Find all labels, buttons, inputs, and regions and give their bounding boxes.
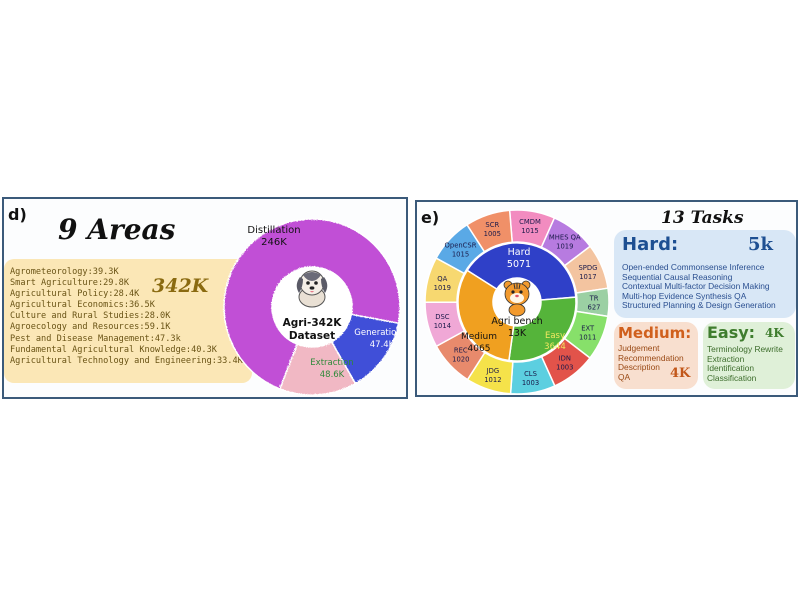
medium-count: 4K: [670, 366, 691, 381]
task-item: Sequential Causal Reasoning: [622, 271, 733, 282]
outer-label-scr: SCR: [485, 221, 499, 229]
task-item: Judgement: [618, 343, 660, 353]
outer-value-mhes-qa: 1019: [556, 243, 573, 251]
tiger-icon: [503, 280, 531, 317]
outer-label-mhes-qa: MHES QA: [549, 234, 581, 242]
task-item: Classification: [707, 372, 757, 383]
outer-label-opencsr: OpenCSR: [445, 242, 477, 250]
area-item: Culture and Rural Studies:28.0K: [10, 311, 171, 322]
area-item: Smart Agriculture:29.8K: [10, 278, 129, 289]
outer-label-tr: TR: [589, 294, 599, 302]
bench-center-line1: Agri bench: [491, 316, 542, 327]
segment-value-distillation: 246K: [261, 237, 287, 248]
inner-value-medium: 4065: [468, 344, 491, 354]
areas-total: 342K: [152, 275, 209, 297]
task-item: Contextual Multi-factor Decision Making: [622, 281, 770, 292]
outer-label-ext: EXT: [581, 324, 595, 332]
panel-e: e) CMDM 1015 MHES QA 1019 SPDG 1017 TR 627 EXT 10…: [415, 200, 798, 397]
outer-value-idn: 1003: [556, 363, 573, 371]
areas-box: [4, 259, 252, 383]
outer-label-idn: IDN: [559, 354, 571, 362]
segment-label-generation: Generation: [354, 328, 401, 338]
outer-label-rec: REC: [454, 347, 468, 355]
area-item: Agrometeorology:39.3K: [10, 267, 119, 277]
areas-list: Agrometeorology:39.3K Smart Agriculture:…: [10, 267, 243, 367]
task-item: Identification: [707, 363, 755, 374]
dataset-donut: Agri-342K Dataset Distillation 246K Gene…: [223, 218, 402, 396]
outer-label-spdg: SPDG: [578, 264, 597, 272]
panel-title: 13 Tasks: [661, 208, 744, 228]
outer-value-cls: 1003: [522, 379, 539, 387]
outer-label-cls: CLS: [524, 370, 537, 378]
easy-title: Easy:: [707, 323, 756, 342]
outer-value-dsc: 1014: [434, 322, 451, 330]
outer-value-scr: 1005: [484, 230, 501, 238]
task-item: Open-ended Commonsense Inference: [622, 262, 765, 272]
area-item: Agroecology and Resources:59.1K: [10, 322, 171, 333]
medium-title: Medium:: [618, 324, 692, 342]
outer-value-tr: 627: [588, 303, 601, 311]
hard-count: 5k: [748, 234, 773, 255]
outer-segment-scr: [465, 209, 514, 253]
outer-value-spdg: 1017: [579, 273, 596, 281]
bench-center-line2: 13K: [508, 328, 527, 339]
area-item: Agricultural Technology and Engineering:…: [10, 355, 243, 366]
task-item: Structured Planning & Design Generation: [622, 300, 776, 311]
task-item: Recommendation: [618, 352, 684, 363]
dog-icon: [296, 270, 328, 308]
outer-label-qa: QA: [437, 275, 447, 283]
area-item: Agricultural Policy:28.4K: [10, 289, 140, 300]
segment-label-distillation: Distillation: [247, 225, 300, 236]
easy-task-list: Terminology Rewrite Extraction Identific…: [707, 344, 783, 383]
segment-value-extraction: 48.6K: [320, 370, 345, 380]
outer-value-qa: 1019: [434, 284, 451, 292]
inner-label-easy: Easy: [545, 331, 565, 341]
outer-value-jdg: 1012: [484, 376, 501, 384]
task-item: Extraction: [707, 353, 745, 364]
hard-task-list: Open-ended Commonsense Inference Sequent…: [622, 262, 776, 311]
panel-label: d): [8, 205, 27, 224]
area-item: Fundamental Agricultural Knowledge:40.3K: [10, 344, 217, 355]
hard-title: Hard:: [622, 234, 679, 255]
task-item: QA: [618, 371, 631, 382]
medium-box: Medium: Judgement Recommendation Descrip…: [614, 322, 698, 389]
medium-task-list: Judgement Recommendation Description QA: [618, 343, 684, 382]
outer-value-cmdm: 1015: [521, 227, 538, 235]
task-item: Description: [618, 362, 660, 373]
outer-value-ext: 1011: [579, 333, 596, 341]
segment-value-generation: 47.4K: [370, 340, 395, 350]
easy-count: 4K: [765, 326, 784, 340]
segment-label-extraction: Extraction: [310, 358, 353, 368]
outer-value-opencsr: 1015: [452, 251, 469, 259]
inner-label-hard: Hard: [508, 247, 531, 258]
outer-label-jdg: JDG: [486, 367, 500, 375]
inner-value-easy: 3644: [544, 342, 566, 352]
task-item: Terminology Rewrite: [707, 344, 783, 354]
area-item: Pest and Disease Management:47.3k: [10, 333, 181, 344]
hard-box: Hard: 5k Open-ended Commonsense Inferenc…: [614, 230, 796, 318]
outer-value-rec: 1020: [452, 356, 469, 364]
task-item: Multi-hop Evidence Synthesis QA: [622, 290, 747, 301]
inner-label-medium: Medium: [461, 332, 497, 342]
panel-d: d) 9 Areas Agrometeorology:39.3K Smart A…: [2, 197, 408, 399]
easy-box: Easy: 4K Terminology Rewrite Extraction …: [703, 322, 795, 389]
panel-title: 9 Areas: [58, 213, 176, 246]
donut-center-line1: Agri-342K: [283, 317, 343, 329]
outer-label-cmdm: CMDM: [519, 218, 541, 226]
inner-value-hard: 5071: [507, 259, 531, 270]
area-item: Agricultural Economics:36.5K: [10, 300, 155, 311]
outer-label-dsc: DSC: [435, 313, 450, 321]
donut-center-line2: Dataset: [289, 330, 335, 342]
panel-label: e): [421, 208, 440, 227]
